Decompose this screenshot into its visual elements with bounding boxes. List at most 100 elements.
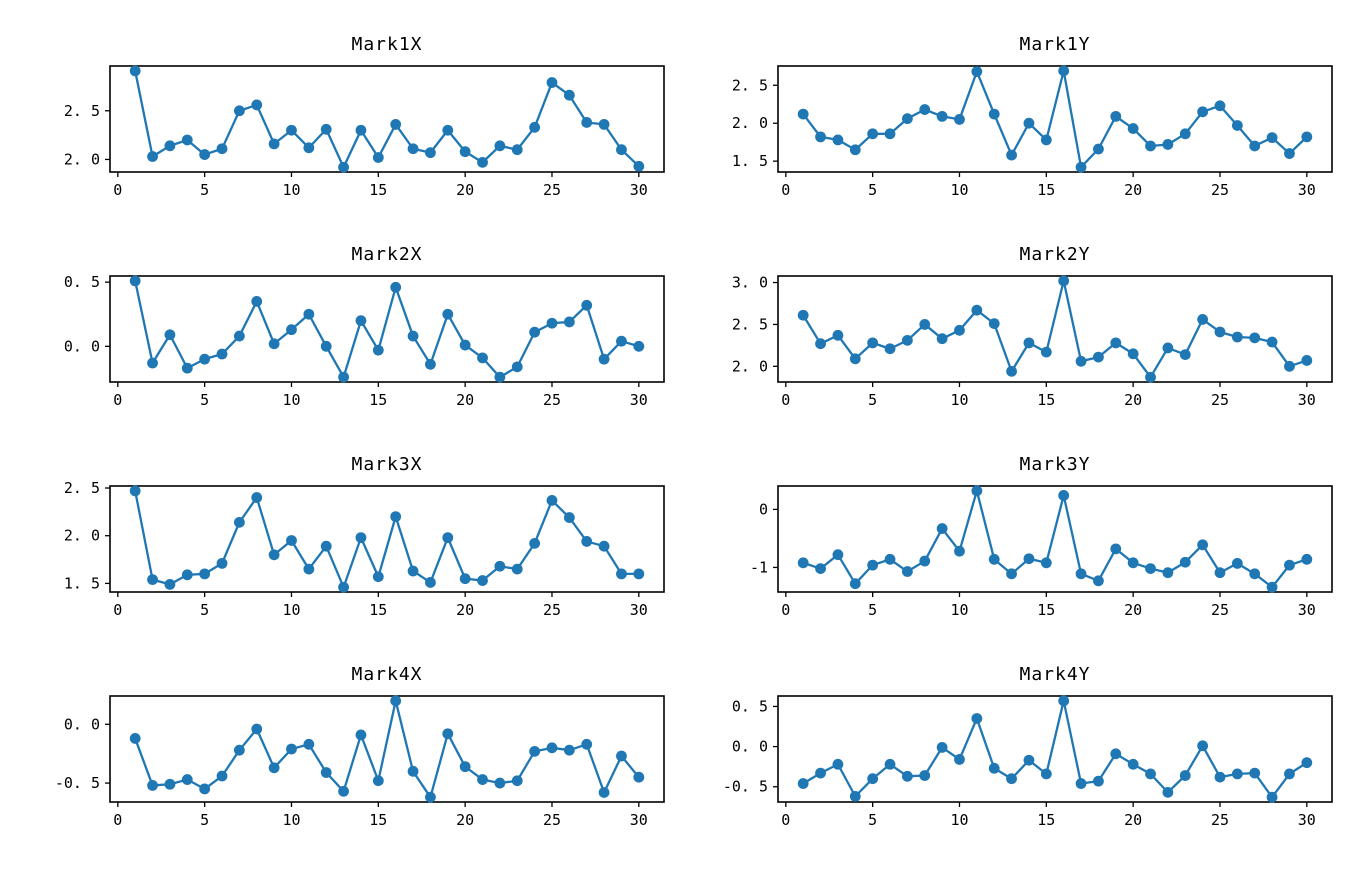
data-point (1197, 106, 1209, 118)
data-point (425, 791, 436, 803)
data-point (598, 540, 610, 552)
x-axis: 0 5 10 15 20 25 30 (781, 382, 1316, 409)
data-point (511, 563, 523, 575)
data-point (303, 308, 315, 320)
data-point (199, 149, 211, 160)
y-tick-label: 3. 0 (732, 274, 768, 292)
axes-frame (777, 695, 1333, 803)
data-point (199, 353, 211, 365)
data-point (181, 362, 193, 374)
data-point (1214, 567, 1226, 579)
y-axis: 2. 0 2. 5 3. 0 (732, 274, 778, 375)
x-tick-label: 15 (369, 811, 387, 829)
x-tick-label: 25 (1211, 181, 1229, 199)
y-tick-label: 1. 5 (732, 152, 768, 170)
data-point (1006, 773, 1017, 785)
subplot-mark3y: Mark3Y 0 5 10 15 20 25 30 -1 0 (750, 454, 1333, 619)
data-point (971, 713, 983, 724)
plot-canvas-mark1x: 0 5 10 15 20 25 30 2. 0 2. 5 (64, 65, 665, 199)
data-points (797, 485, 1313, 593)
data-point (164, 778, 176, 790)
data-point (797, 778, 809, 789)
data-point (849, 353, 861, 365)
data-point (477, 156, 488, 168)
x-tick-label: 0 (781, 601, 790, 619)
y-axis: 2. 0 2. 5 (64, 102, 110, 168)
subplot-mark2x: Mark2X 0 5 10 15 20 25 30 0. 0 0. 5 (64, 244, 665, 409)
data-point (936, 523, 948, 534)
data-point (459, 573, 471, 585)
data-point (815, 563, 826, 575)
y-tick-label: 0. 0 (64, 715, 100, 733)
data-line (134, 489, 640, 589)
data-point (372, 571, 384, 583)
x-tick-label: 5 (868, 601, 877, 619)
data-point (1110, 748, 1122, 760)
data-point (901, 770, 913, 782)
data-point (988, 318, 1000, 329)
data-point (1040, 557, 1052, 569)
x-tick-label: 25 (1211, 811, 1229, 829)
x-tick-label: 20 (1124, 601, 1142, 619)
data-points (129, 695, 645, 803)
plot-canvas-mark4x: 0 5 10 15 20 25 30 -0. 5 0. 0 (55, 695, 665, 829)
data-point (303, 563, 315, 575)
data-point (1179, 128, 1191, 140)
data-point (511, 775, 523, 787)
data-point (633, 568, 645, 580)
x-tick-label: 5 (868, 391, 877, 409)
data-point (1127, 557, 1139, 569)
data-point (216, 143, 228, 155)
plot-title-mark4x: Mark4X (351, 664, 423, 685)
data-point (372, 344, 384, 356)
data-point (147, 357, 158, 369)
data-point (164, 140, 176, 152)
x-tick-label: 30 (630, 811, 648, 829)
subplot-mark4x: Mark4X 0 5 10 15 20 25 30 -0. 5 0. 0 (55, 664, 665, 829)
data-point (1040, 346, 1052, 358)
data-point (616, 750, 627, 762)
data-point (1162, 342, 1174, 354)
y-tick-label: 1. 5 (64, 574, 100, 592)
data-point (320, 340, 332, 352)
data-point (251, 296, 263, 307)
data-point (286, 535, 297, 546)
data-point (815, 767, 826, 779)
data-point (1249, 332, 1261, 344)
data-point (1249, 140, 1261, 152)
data-point (442, 124, 454, 136)
data-point (1075, 355, 1087, 367)
data-point (1075, 568, 1087, 580)
y-tick-label: 2. 0 (732, 114, 768, 132)
data-point (442, 728, 454, 740)
data-point (425, 577, 436, 588)
x-tick-label: 20 (456, 181, 474, 199)
data-point (147, 151, 158, 162)
data-point (954, 545, 965, 557)
data-point (459, 146, 471, 158)
y-tick-label: 2. 5 (64, 479, 100, 497)
x-tick-label: 15 (1037, 391, 1055, 409)
data-point (355, 729, 367, 741)
axes-frame (109, 695, 665, 803)
data-point (286, 324, 297, 336)
data-point (884, 553, 896, 565)
data-point (407, 765, 419, 777)
data-points (797, 275, 1313, 383)
x-tick-label: 20 (1124, 181, 1142, 199)
data-point (477, 774, 488, 785)
data-point (1231, 768, 1243, 780)
data-point (1179, 349, 1191, 360)
data-point (867, 337, 879, 349)
x-tick-label: 25 (1211, 391, 1229, 409)
data-point (251, 99, 263, 111)
data-point (338, 161, 349, 173)
data-point (1249, 568, 1261, 580)
x-tick-label: 5 (868, 811, 877, 829)
data-point (919, 319, 931, 330)
data-point (616, 144, 627, 156)
data-point (442, 308, 454, 320)
data-point (181, 569, 193, 581)
x-tick-label: 0 (113, 601, 122, 619)
